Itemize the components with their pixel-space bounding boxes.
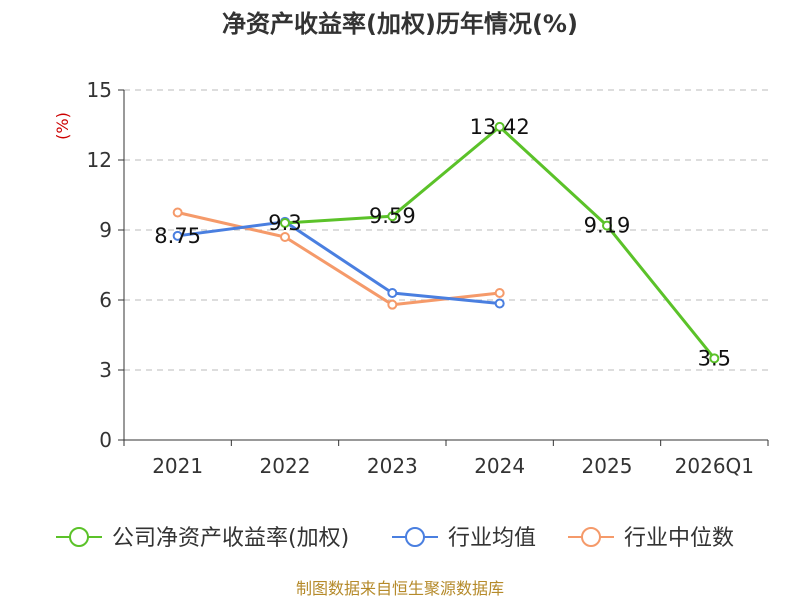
data-point-s0-2022 bbox=[280, 218, 290, 228]
data-labels: 8.75 9.3 9.59 13.42 9.19 3.5 bbox=[154, 115, 731, 370]
data-point-s2-2021 bbox=[172, 207, 183, 218]
y-axis-label: (%) bbox=[53, 112, 72, 140]
data-label-s0-2025: 9.19 bbox=[584, 214, 631, 238]
legend-marker-0 bbox=[69, 527, 89, 547]
data-point-s2-2022 bbox=[280, 232, 290, 242]
legend-label-2: 行业中位数 bbox=[624, 526, 734, 551]
data-label-s0-2023: 9.59 bbox=[369, 204, 416, 228]
y-tick-label-6: 6 bbox=[99, 288, 112, 312]
series-layer bbox=[172, 121, 720, 364]
data-point-s2-2023 bbox=[387, 299, 398, 310]
data-label-s0-2026Q1: 3.5 bbox=[698, 346, 731, 370]
series-line-0 bbox=[284, 125, 716, 360]
x-tick-label-2024: 2024 bbox=[474, 454, 525, 478]
source-note: 制图数据来自恒生聚源数据库 bbox=[296, 579, 504, 598]
legend-label-0: 公司净资产收益率(加权) bbox=[112, 526, 349, 551]
data-point-s1-2023 bbox=[387, 288, 398, 298]
data-point-s0-2023 bbox=[387, 211, 398, 222]
legend-marker-1 bbox=[405, 527, 425, 547]
chart-title: 净资产收益率(加权)历年情况(%) bbox=[222, 10, 578, 38]
y-tick-label-3: 3 bbox=[99, 358, 112, 382]
y-tick-label-9: 9 bbox=[99, 218, 112, 242]
data-label-s1-2021: 8.75 bbox=[154, 224, 201, 248]
data-point-s1-2024 bbox=[494, 298, 505, 309]
x-tick-label-2021: 2021 bbox=[152, 454, 203, 478]
y-tick-label-15: 15 bbox=[87, 78, 112, 102]
legend-marker-2 bbox=[581, 527, 601, 547]
legend: 公司净资产收益率(加权) 行业均值 行业中位数 bbox=[56, 526, 734, 551]
data-point-s0-2026Q1 bbox=[709, 353, 720, 364]
x-tick-label-2025: 2025 bbox=[582, 454, 633, 478]
data-label-s0-2024: 13.42 bbox=[470, 115, 530, 139]
data-point-s2-2024 bbox=[494, 288, 505, 298]
data-point-s0-2025 bbox=[602, 220, 612, 231]
legend-label-1: 行业均值 bbox=[448, 526, 536, 551]
x-tick-label-2026Q1: 2026Q1 bbox=[675, 454, 754, 478]
series-line-1 bbox=[177, 220, 500, 305]
x-tick-label-2022: 2022 bbox=[260, 454, 311, 478]
axes: 0 3 6 9 12 15 2021 2022 2023 2024 2025 2026Q1 bbox=[87, 78, 769, 478]
x-tick-label-2023: 2023 bbox=[367, 454, 418, 478]
data-point-s0-2024 bbox=[494, 121, 505, 132]
data-point-s1-2021 bbox=[172, 230, 183, 241]
y-tick-label-12: 12 bbox=[87, 148, 112, 172]
y-tick-label-0: 0 bbox=[99, 428, 112, 452]
data-label-s0-2022: 9.3 bbox=[268, 211, 301, 235]
